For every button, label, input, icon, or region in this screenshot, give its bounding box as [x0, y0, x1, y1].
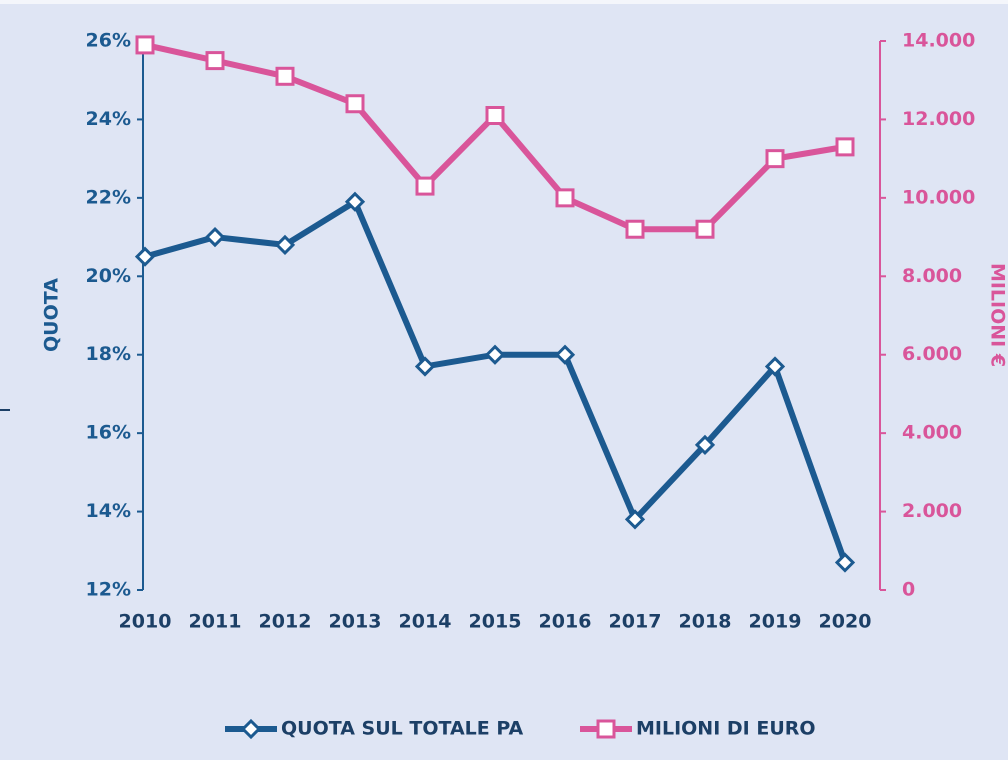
x-tick-label: 2013	[329, 611, 382, 633]
marker	[205, 51, 225, 71]
marker	[344, 191, 366, 212]
marker	[834, 552, 856, 573]
top-border	[0, 0, 1008, 4]
y-tick-label: 22%	[86, 186, 131, 208]
x-tick-label: 2016	[539, 611, 592, 633]
marker	[484, 344, 506, 365]
x-tick-label: 2019	[749, 611, 802, 633]
marker	[555, 188, 575, 208]
marker	[596, 719, 616, 739]
marker	[240, 718, 262, 740]
marker	[764, 356, 786, 377]
marker	[275, 66, 295, 86]
marker	[485, 106, 505, 126]
marker	[414, 356, 436, 377]
marker	[624, 509, 646, 530]
marker	[415, 176, 435, 196]
y2-tick-label: 10.000	[902, 186, 975, 208]
marker	[765, 149, 785, 169]
marker	[554, 344, 576, 365]
marker	[835, 137, 855, 157]
y-tick-label: 24%	[86, 108, 131, 130]
marker	[695, 219, 715, 239]
x-tick-label: 2014	[399, 611, 452, 633]
y-tick-label: 26%	[86, 30, 131, 52]
y2-tick-label: 14.000	[902, 30, 975, 52]
legend-label: QUOTA SUL TOTALE PA	[281, 718, 524, 740]
marker	[274, 234, 296, 256]
y2-tick-label: 4.000	[902, 422, 962, 444]
y-tick-label: 16%	[86, 422, 131, 444]
legend-label: MILIONI DI EURO	[636, 718, 816, 740]
x-tick-label: 2017	[609, 611, 662, 633]
y2-tick-label: 2.000	[902, 500, 962, 522]
y2-tick-label: 12.000	[902, 108, 975, 130]
y-axis-label: QUOTA	[41, 278, 63, 352]
x-tick-label: 2018	[679, 611, 732, 633]
y-tick-label: 12%	[86, 579, 131, 601]
y2-axis-label: MILIONI €	[987, 263, 1008, 367]
x-tick-label: 2011	[189, 611, 242, 633]
marker	[134, 246, 156, 267]
x-tick-label: 2012	[259, 611, 312, 633]
y-tick-label: 14%	[86, 500, 131, 522]
marker	[694, 434, 716, 456]
marker	[135, 35, 155, 55]
y-tick-label: 18%	[86, 343, 131, 365]
x-tick-label: 2020	[819, 611, 872, 633]
x-tick-label: 2015	[469, 611, 522, 633]
y-tick-label: 20%	[86, 265, 131, 287]
marker	[204, 226, 226, 248]
y2-tick-label: 6.000	[902, 343, 962, 365]
marker	[625, 219, 645, 239]
x-tick-label: 2010	[119, 611, 172, 633]
y2-tick-label: 8.000	[902, 265, 962, 287]
y2-tick-label: 0	[902, 579, 915, 601]
marker	[345, 94, 365, 114]
